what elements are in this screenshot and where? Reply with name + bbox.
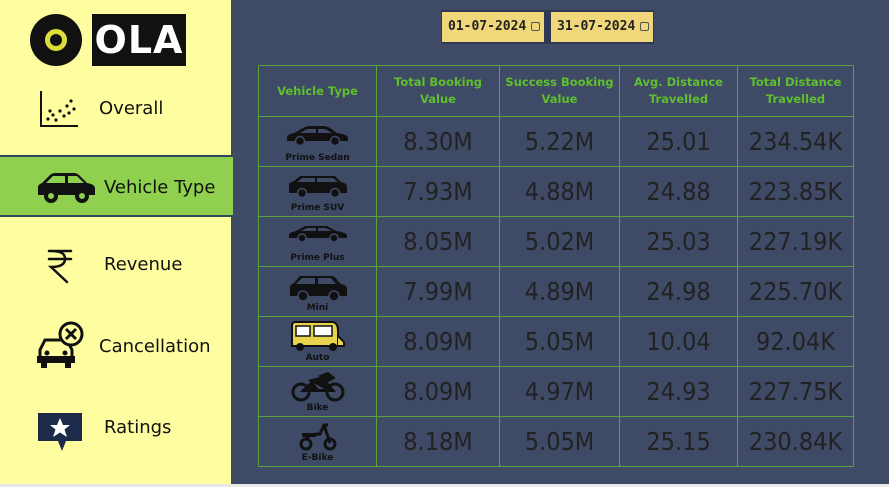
success-booking-value: 5.05M [499,416,620,467]
main-panel: 01-07-2024 31-07-2024 Vehicle Type Total… [233,0,889,487]
table-row: Prime Sedan 8.30M 5.22M 25.01 234.54K [258,116,854,167]
table-row: Prime Plus 8.05M 5.02M 25.03 227.19K [258,216,854,267]
start-date-value: 01-07-2024 [448,19,527,34]
avg-distance-value: 25.03 [619,216,738,267]
total-distance-value: 223.85K [737,166,854,217]
sidebar-item-label: Overall [99,98,164,119]
total-booking-value: 7.99M [376,266,500,317]
sidebar-item-label: Vehicle Type [104,177,216,198]
sedan-plus-icon [288,226,347,243]
scooter-icon [299,423,336,451]
sedan-icon [286,126,348,147]
suv-icon [288,176,347,199]
sidebar-item-label: Revenue [104,254,183,275]
calendar-icon[interactable] [531,22,540,31]
vehicle-name: Mini [306,303,329,313]
vehicle-cell: Prime Sedan [258,116,377,167]
scatter-chart-icon [40,91,78,127]
star-speech-icon [38,413,82,451]
sidebar-item-vehicle-type[interactable]: Vehicle Type [0,155,233,217]
vehicle-cell: Prime Plus [258,216,377,267]
sidebar-item-revenue[interactable]: Revenue [0,230,233,300]
ola-logo: OLA [30,12,186,66]
end-date-value: 31-07-2024 [557,19,636,34]
table-row: Bike 8.09M 4.97M 24.93 227.75K [258,366,854,417]
total-booking-value: 8.30M [376,116,500,167]
total-booking-value: 8.09M [376,316,500,367]
vehicle-cell: Auto [258,316,377,367]
vehicle-cell: Prime SUV [258,166,377,217]
total-booking-value: 7.93M [376,166,500,217]
table-row: Mini 7.99M 4.89M 24.98 225.70K [258,266,854,317]
auto-rickshaw-icon [290,321,345,351]
success-booking-value: 5.22M [499,116,620,167]
rupee-icon [47,249,73,284]
avg-distance-value: 24.93 [619,366,738,417]
date-range-filter: 01-07-2024 31-07-2024 [441,10,654,44]
success-booking-value: 4.89M [499,266,620,317]
success-booking-value: 4.88M [499,166,620,217]
vehicle-name: Auto [305,353,330,363]
total-distance-value: 92.04K [737,316,854,367]
success-booking-value: 5.02M [499,216,620,267]
hatchback-icon [289,276,347,302]
total-booking-value: 8.05M [376,216,500,267]
total-distance-value: 230.84K [737,416,854,467]
avg-distance-value: 25.01 [619,116,738,167]
end-date-picker[interactable]: 31-07-2024 [551,12,653,42]
column-header: Avg. Distance Travelled [619,65,738,117]
avg-distance-value: 24.98 [619,266,738,317]
table-row: Prime SUV 7.93M 4.88M 24.88 223.85K [258,166,854,217]
sidebar: OLA Overall Vehicle Type Revenue [0,0,233,487]
total-distance-value: 234.54K [737,116,854,167]
vehicle-name: Prime Sedan [285,153,350,163]
vehicle-name: Prime SUV [290,203,345,213]
avg-distance-value: 25.15 [619,416,738,467]
avg-distance-value: 10.04 [619,316,738,367]
start-date-picker[interactable]: 01-07-2024 [442,12,544,42]
table-header-row: Vehicle Type Total Booking Value Success… [258,65,854,117]
logo-ring-icon [30,14,82,66]
sidebar-item-overall[interactable]: Overall [0,74,233,144]
total-distance-value: 227.19K [737,216,854,267]
column-header: Success Booking Value [499,65,620,117]
column-header: Total Distance Travelled [737,65,854,117]
table-row: Auto 8.09M 5.05M 10.04 92.04K [258,316,854,367]
total-distance-value: 227.75K [737,366,854,417]
total-booking-value: 8.18M [376,416,500,467]
vehicle-name: Prime Plus [290,253,345,263]
vehicle-name: E-Bike [301,453,334,463]
vehicle-cell: E-Bike [258,416,377,467]
success-booking-value: 4.97M [499,366,620,417]
success-booking-value: 5.05M [499,316,620,367]
vehicle-cell: Bike [258,366,377,417]
avg-distance-value: 24.88 [619,166,738,217]
vehicle-metrics-table: Vehicle Type Total Booking Value Success… [258,65,854,467]
car-icon [38,173,95,203]
bottom-edge [0,484,889,487]
column-header: Vehicle Type [258,65,377,117]
motorbike-icon [291,371,344,402]
logo-text: OLA [92,14,186,66]
sidebar-item-label: Cancellation [99,336,211,357]
car-cancel-icon [37,321,84,368]
sidebar-item-ratings[interactable]: Ratings [0,393,233,463]
sidebar-item-label: Ratings [104,417,172,438]
total-booking-value: 8.09M [376,366,500,417]
calendar-icon[interactable] [640,22,649,31]
sidebar-item-cancellation[interactable]: Cancellation [0,310,233,382]
vehicle-name: Bike [306,403,329,413]
vehicle-cell: Mini [258,266,377,317]
total-distance-value: 225.70K [737,266,854,317]
column-header: Total Booking Value [376,65,500,117]
table-row: E-Bike 8.18M 5.05M 25.15 230.84K [258,416,854,467]
